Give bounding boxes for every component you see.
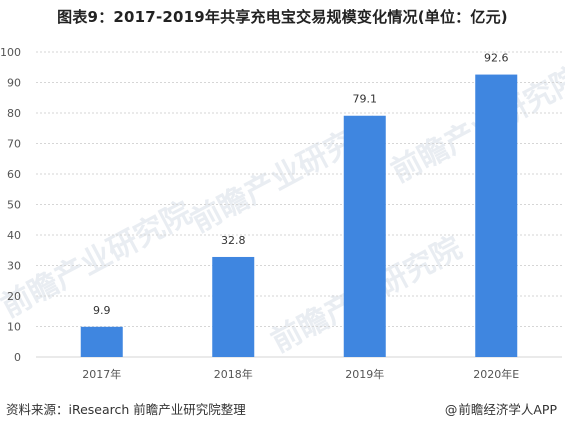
x-tick-label: 2017年 [82, 367, 121, 381]
y-tick-label: 10 [7, 321, 21, 334]
bar [343, 115, 386, 358]
bar [80, 326, 123, 357]
chart-title: 图表9：2017-2019年共享充电宝交易规模变化情况(单位：亿元) [57, 8, 508, 26]
brand-name: 前瞻经济学人APP [458, 402, 557, 417]
data-label: 79.1 [353, 93, 378, 106]
at-icon: @ [444, 402, 458, 417]
x-tick-label: 2019年 [345, 367, 384, 381]
y-tick-label: 60 [7, 168, 21, 181]
data-label: 9.9 [93, 304, 111, 317]
footer: 资料来源：iResearch 前瞻产业研究院整理 @前瞻经济学人APP [6, 399, 557, 419]
y-tick-label: 90 [7, 77, 21, 90]
bar [212, 256, 255, 357]
y-tick-label: 100 [0, 46, 21, 59]
y-tick-label: 70 [7, 138, 21, 151]
y-tick-label: 20 [7, 290, 21, 303]
y-tick-label: 0 [14, 351, 21, 364]
data-label: 92.6 [484, 52, 509, 65]
brand-credit: @前瞻经济学人APP [445, 399, 557, 418]
x-tick-label: 2018年 [214, 367, 253, 381]
y-tick-label: 50 [7, 199, 21, 212]
data-labels: 9.9 32.8 79.1 92.6 [93, 52, 509, 317]
y-tick-label: 30 [7, 260, 21, 273]
y-axis: 0 10 20 30 40 50 60 70 80 90 100 [0, 46, 21, 364]
x-axis: 2017年 2018年 2019年 2020年E [82, 367, 519, 381]
y-tick-label: 80 [7, 107, 21, 120]
y-tick-label: 40 [7, 229, 21, 242]
bar [475, 74, 518, 357]
source-note: 资料来源：iResearch 前瞻产业研究院整理 [6, 402, 246, 417]
bar-chart: 0 10 20 30 40 50 60 70 80 90 100 9.9 32.8 79.1 92.6 2… [0, 46, 562, 381]
x-tick-label: 2020年E [473, 367, 519, 381]
bars [80, 74, 518, 358]
gridlines [36, 51, 562, 358]
data-label: 32.8 [221, 234, 246, 247]
